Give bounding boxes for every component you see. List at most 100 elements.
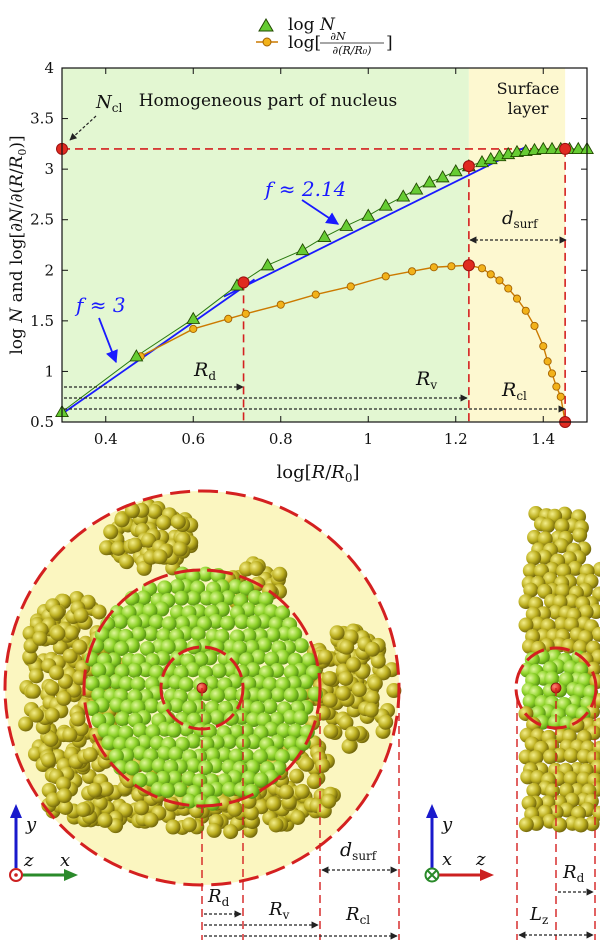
core-particle [232,640,248,656]
side-surface-particle [526,783,542,799]
triad-right-y-arrowhead [426,804,438,818]
core-particle [221,734,237,750]
surface-particle [307,773,323,789]
core-particle [132,722,148,738]
triad-left-y: y [25,814,37,835]
legend: log N log[ ∂N ∂(R/R₀) ] [256,15,393,57]
core-particle [220,590,236,606]
y-tick-label: 3.5 [30,110,54,128]
cluster-side-view: Rd Lz y x z [424,506,600,940]
y-tick-label: 2 [44,261,54,279]
derivative-point [495,276,504,285]
side-surface-particle [555,583,571,599]
core-particle [251,649,267,665]
side-surface-particle [592,561,600,577]
axis-triad-left: y z x [9,804,78,882]
surface-particle [289,768,305,784]
core-particle [185,662,201,678]
surface-particle [206,822,222,838]
surface-particle [278,784,294,800]
surface-particle [114,512,130,528]
surface-particle [63,625,79,641]
surface-particle [364,690,380,706]
surface-particle [22,649,38,665]
core-particle [275,605,291,621]
fit-line-1 [223,146,527,298]
core-particle [173,590,189,606]
core-particle [148,614,164,630]
side-surface-particle [567,560,583,576]
y-tick-label: 0.5 [30,413,54,431]
core-particle [234,614,250,630]
side-surface-particle [563,748,579,764]
core-particle [220,615,236,631]
x-tick-label: 1.2 [444,430,468,448]
core-particle [136,590,152,606]
triad-left-origin-dot [14,873,18,877]
surface-particle [156,515,172,531]
surface-particle [363,702,379,718]
logN-point [129,349,144,362]
core-particle [244,783,260,799]
surface-particle [73,608,89,624]
core-particle [199,736,215,752]
ncl-label: Ncl [95,92,122,115]
surface-particle [45,792,61,808]
triad-right-z-arrowhead [480,869,494,881]
surface-particle [165,819,181,835]
triad-left-y-arrowhead [10,804,22,818]
core-particle [257,637,273,653]
annotation-ncl: Ncl [69,92,122,141]
logN-point [571,141,586,155]
x-axis-label: log[R/R0] [276,462,359,485]
triad-right-z: z [475,849,486,870]
surface-particle [272,566,288,582]
surface-particle [62,727,78,743]
surface-particle [143,812,159,828]
f214-arrow [301,199,340,225]
core-particle [113,640,129,656]
side-surface-particle [542,749,558,765]
logN-point [260,258,275,271]
core-particle [193,652,209,668]
core-particle [287,626,303,642]
core-particle [211,663,227,679]
logN-point [339,218,354,231]
surface-particle [339,639,355,655]
legend-label-derivative-close: ] [386,33,393,53]
logN-point [435,170,450,183]
regions [62,68,566,422]
logN-point [409,182,424,195]
logN-point [396,189,411,202]
surface-particle [50,626,66,642]
surface-particle [344,726,360,742]
core-particle [253,772,269,788]
side-core-particle [548,715,564,731]
derivative-point [381,272,390,281]
axis-triad-right: y x z [424,804,494,883]
side-surface-particle [521,795,537,811]
ticks: 0.4 0.6 0.8 1 1.2 1.4 0.5 1 1.5 2 2.5 3 3.5 4 [30,59,587,448]
derivative-point [530,321,539,330]
core-particle [262,676,278,692]
surface-particle [323,723,339,739]
surface-particle [223,824,239,840]
surface-particle [56,788,72,804]
surface-particle [335,685,351,701]
core-particle [298,674,314,690]
logN-point [378,198,393,211]
derivative-point [407,267,417,276]
br-rd-label: Rd [562,862,585,885]
core-particle [286,675,302,691]
surface-particle [290,809,306,825]
core-particle [118,676,134,692]
bl-rcl-label: Rcl [345,904,370,927]
side-particles [518,506,600,833]
core-particle [190,626,206,642]
derivative-point [224,314,233,323]
core-particle [154,601,170,617]
side-surface-particle [552,817,568,833]
core-particle [168,746,184,762]
surface-particle [172,541,188,557]
core-particle [161,616,177,632]
